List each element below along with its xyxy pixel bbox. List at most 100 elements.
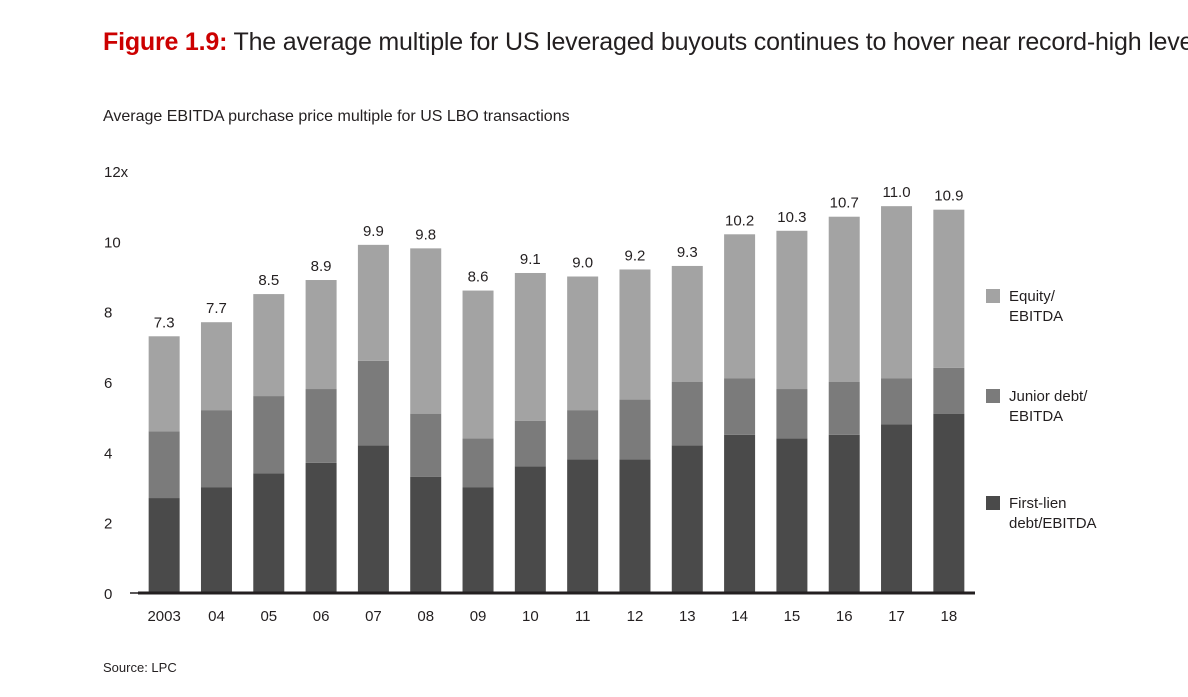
- legend-label: First-lien: [1009, 495, 1067, 512]
- legend-swatch: [986, 289, 1000, 303]
- bar-segment: [619, 269, 651, 400]
- bar-segment: [671, 265, 703, 382]
- bar-segment: [619, 459, 651, 593]
- bar-total-label: 10.9: [934, 188, 963, 205]
- bar-segment: [410, 413, 442, 477]
- bar-segment: [305, 280, 337, 390]
- x-tick-label: 11: [575, 608, 591, 625]
- bar-segment: [148, 498, 180, 593]
- figure-number: Figure 1.9:: [103, 28, 228, 56]
- bar-total-label: 10.7: [830, 195, 859, 212]
- legend-label: Equity/: [1009, 288, 1056, 305]
- x-tick-label: 14: [731, 608, 748, 625]
- bar-segment: [148, 431, 180, 499]
- bar-segment: [462, 487, 494, 593]
- bar-total-label: 11.0: [882, 184, 910, 201]
- bar-segment: [410, 476, 442, 593]
- bar-segment: [933, 209, 965, 368]
- chart-subtitle: Average EBITDA purchase price multiple f…: [103, 108, 570, 125]
- bar-segment: [828, 216, 860, 382]
- bar-segment: [357, 244, 389, 361]
- x-tick-label: 17: [888, 608, 905, 625]
- bar-total-label: 8.6: [468, 269, 489, 286]
- x-tick-label: 10: [522, 608, 539, 625]
- legend-label: EBITDA: [1009, 408, 1063, 425]
- x-tick-label: 07: [365, 608, 382, 625]
- x-tick-label: 05: [260, 608, 277, 625]
- bar-total-label: 9.8: [415, 226, 436, 243]
- y-tick-label: 12x: [104, 164, 129, 181]
- y-tick-label: 6: [104, 375, 112, 392]
- legend-label: debt/EBITDA: [1009, 515, 1097, 532]
- y-tick-label: 4: [104, 445, 112, 462]
- bar-total-label: 9.9: [363, 223, 384, 240]
- bar-segment: [776, 438, 808, 593]
- x-tick-label: 09: [470, 608, 487, 625]
- bar-total-label: 9.2: [625, 247, 646, 264]
- figure-title-text: The average multiple for US leveraged bu…: [233, 28, 1188, 56]
- legend-label: EBITDA: [1009, 308, 1063, 325]
- bar-total-label: 7.7: [206, 300, 227, 317]
- bar-segment: [462, 290, 494, 439]
- y-tick-label: 10: [104, 234, 121, 251]
- bar-segment: [567, 410, 599, 460]
- bar-segment: [619, 399, 651, 460]
- bar-segment: [462, 438, 494, 488]
- y-tick-label: 0: [104, 586, 112, 603]
- x-tick-label: 06: [313, 608, 330, 625]
- bar-segment: [828, 434, 860, 593]
- bar-segment: [200, 322, 232, 411]
- bar-total-label: 10.3: [777, 209, 806, 226]
- x-tick-label: 08: [417, 608, 434, 625]
- bar-total-label: 9.3: [677, 244, 698, 261]
- legend-swatch: [986, 389, 1000, 403]
- x-tick-label: 16: [836, 608, 853, 625]
- x-tick-label: 2003: [147, 608, 180, 625]
- x-tick-label: 13: [679, 608, 696, 625]
- bar-total-label: 10.2: [725, 212, 754, 229]
- legend-swatch: [986, 496, 1000, 510]
- bar-segment: [410, 248, 442, 414]
- bar-segment: [828, 382, 860, 435]
- bar-segment: [776, 230, 808, 390]
- bar-segment: [253, 396, 285, 474]
- bar-segment: [776, 389, 808, 439]
- bar-total-label: 8.5: [258, 272, 279, 289]
- bar-segment: [200, 410, 232, 488]
- bar-segment: [357, 360, 389, 446]
- bar-segment: [724, 378, 756, 435]
- bar-segment: [305, 462, 337, 593]
- x-tick-label: 15: [784, 608, 801, 625]
- legend-label: Junior debt/: [1009, 388, 1088, 405]
- source-note: Source: LPC: [103, 660, 177, 675]
- bar-segment: [881, 206, 913, 379]
- bar-segment: [253, 294, 285, 397]
- x-tick-label: 12: [627, 608, 644, 625]
- bar-total-label: 9.1: [520, 251, 541, 268]
- bar-segment: [357, 445, 389, 593]
- x-tick-label: 04: [208, 608, 225, 625]
- bar-segment: [514, 420, 546, 467]
- bar-segment: [514, 272, 546, 421]
- bar-segment: [671, 382, 703, 446]
- bar-segment: [724, 434, 756, 593]
- bar-segment: [933, 413, 965, 593]
- bar-segment: [567, 459, 599, 593]
- bar-segment: [305, 389, 337, 463]
- y-tick-label: 2: [104, 516, 112, 533]
- bar-segment: [724, 234, 756, 379]
- bar-segment: [514, 466, 546, 593]
- y-tick-label: 8: [104, 305, 112, 322]
- bar-segment: [200, 487, 232, 593]
- bar-segment: [881, 424, 913, 593]
- bar-segment: [567, 276, 599, 411]
- bar-total-label: 9.0: [572, 255, 593, 272]
- bar-segment: [253, 473, 285, 593]
- bar-segment: [148, 336, 180, 432]
- figure-title: Figure 1.9: The average multiple for US …: [103, 28, 1188, 57]
- x-tick-label: 18: [941, 608, 958, 625]
- bar-total-label: 8.9: [311, 258, 332, 275]
- bar-segment: [933, 367, 965, 414]
- bar-total-label: 7.3: [154, 314, 175, 331]
